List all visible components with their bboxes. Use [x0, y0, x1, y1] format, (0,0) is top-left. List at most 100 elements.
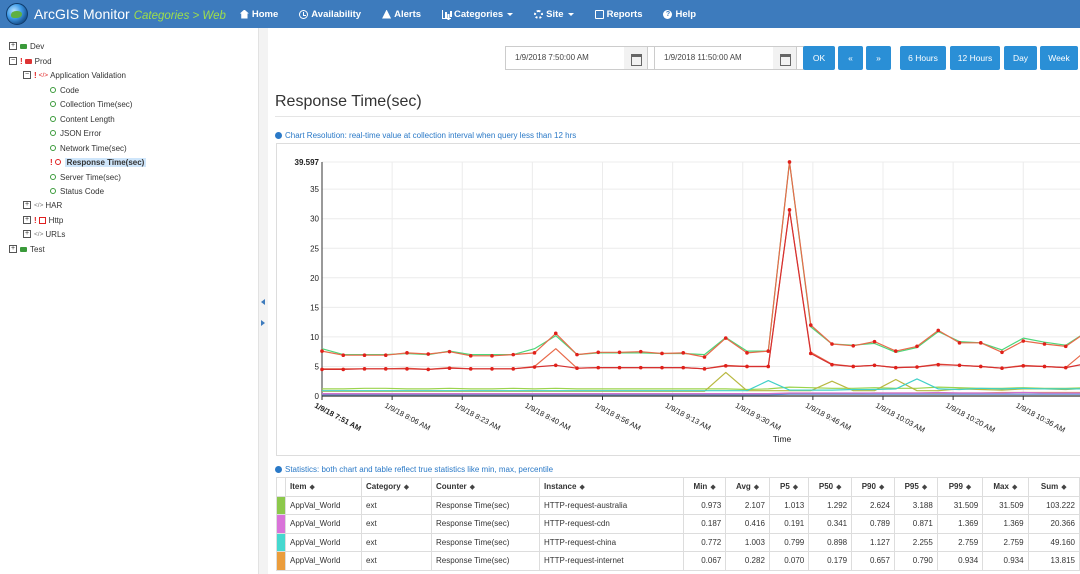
panel-splitter[interactable] — [258, 28, 268, 574]
table-cell-p50: 0.341 — [808, 514, 853, 534]
table-cell-instance: HTTP-request-australia — [539, 495, 684, 515]
col-p95[interactable]: P95 ◆ — [893, 477, 938, 497]
sort-icon[interactable]: ◆ — [579, 484, 585, 492]
expand-icon[interactable]: + — [9, 42, 17, 50]
calendar-icon[interactable] — [773, 46, 797, 70]
col-max[interactable]: Max ◆ — [982, 477, 1029, 497]
tree-leaf-code[interactable]: Code — [50, 84, 79, 96]
series-color-swatch — [276, 495, 286, 515]
sort-icon[interactable]: ◆ — [836, 484, 842, 492]
tree-node-http[interactable]: +! Http — [23, 215, 64, 225]
table-cell-p95: 0.871 — [893, 514, 938, 534]
status-ok-icon — [50, 145, 56, 151]
tree-node-urls[interactable]: + </> URLs — [23, 229, 66, 239]
table-row[interactable]: AppVal_World ext Response Time(sec) HTTP-re… — [276, 514, 1080, 534]
nav-home[interactable]: Home — [239, 9, 278, 20]
nav-reports[interactable]: Reports — [594, 9, 642, 20]
col-p90[interactable]: P90 ◆ — [851, 477, 895, 497]
table-row[interactable]: AppVal_World ext Response Time(sec) HTTP-re… — [276, 551, 1080, 571]
nav-availability[interactable]: Availability — [299, 9, 361, 20]
nav-help[interactable]: ? Help — [663, 9, 696, 20]
data-point — [341, 367, 346, 372]
nav-categories[interactable]: Categories — [442, 9, 514, 20]
step-back-button[interactable]: « — [838, 46, 863, 70]
col-category[interactable]: Category ◆ — [361, 477, 432, 497]
data-point — [1063, 365, 1068, 370]
app-name[interactable]: ArcGIS Monitor — [34, 6, 130, 22]
chart-resolution-note: Chart Resolution: real-time value at col… — [275, 131, 576, 140]
table-cell-p95: 0.790 — [893, 551, 938, 571]
tree-leaf-response-time[interactable]: ! Response Time(sec) — [50, 156, 147, 168]
col-avg[interactable]: Avg ◆ — [725, 477, 770, 497]
app-title[interactable]: ArcGIS Monitor Categories > Web — [34, 6, 226, 22]
col-counter[interactable]: Counter ◆ — [431, 477, 540, 497]
data-point — [936, 362, 941, 367]
table-cell-category: ext — [361, 532, 432, 552]
expand-icon[interactable]: + — [23, 230, 31, 238]
status-ok-icon — [50, 87, 56, 93]
tree-node-test[interactable]: + Test — [9, 244, 45, 254]
chart-canvas: 0 5 10 15 20 25 30 35 39.597 1/9/18 7:51 AM 1/9/18… — [295, 158, 1080, 444]
range-week-button[interactable]: Week — [1040, 46, 1078, 70]
tree-leaf-network-time[interactable]: Network Time(sec) — [50, 142, 127, 154]
sort-icon[interactable]: ◆ — [792, 484, 799, 492]
collapse-icon[interactable]: − — [9, 57, 17, 65]
help-icon: ? — [663, 9, 673, 19]
data-point — [872, 339, 877, 344]
sort-icon[interactable]: ◆ — [309, 484, 315, 492]
data-point — [745, 351, 749, 355]
sort-icon[interactable]: ◆ — [921, 484, 928, 492]
y-tick-label: 25 — [310, 244, 319, 253]
col-p50[interactable]: P50 ◆ — [808, 477, 853, 497]
collapse-icon[interactable]: − — [23, 71, 31, 79]
collapse-left-icon[interactable] — [261, 299, 265, 305]
table-cell-p90: 0.789 — [851, 514, 895, 534]
sort-icon[interactable]: ◆ — [878, 484, 885, 492]
tree-leaf-content-length[interactable]: Content Length — [50, 113, 115, 125]
data-point — [872, 363, 877, 368]
sort-icon[interactable]: ◆ — [469, 484, 476, 492]
sort-icon[interactable]: ◆ — [1011, 484, 1018, 492]
range-12-hours-button[interactable]: 12 Hours — [950, 46, 1000, 70]
col-sum[interactable]: Sum ◆ — [1027, 477, 1080, 497]
sort-icon[interactable]: ◆ — [753, 484, 760, 492]
tree-leaf-status-code[interactable]: Status Code — [50, 185, 104, 197]
expand-right-icon[interactable] — [261, 320, 265, 326]
data-point — [1000, 366, 1004, 371]
sort-icon[interactable]: ◆ — [965, 484, 972, 492]
expand-icon[interactable]: + — [9, 245, 17, 253]
col-item[interactable]: Item ◆ — [285, 477, 362, 497]
table-header-row: Item ◆ Category ◆ Counter ◆ Instance ◆ Min ◆ … — [276, 477, 1080, 497]
col-min[interactable]: Min ◆ — [682, 477, 727, 497]
col-instance[interactable]: Instance ◆ — [539, 477, 684, 497]
data-point — [787, 160, 792, 164]
tree-node-prod[interactable]: −! Prod — [9, 56, 52, 66]
nav-site[interactable]: Site — [534, 9, 574, 20]
col-p99[interactable]: P99 ◆ — [936, 477, 984, 497]
table-row[interactable]: AppVal_World ext Response Time(sec) HTTP-re… — [276, 495, 1080, 515]
tree-node-har[interactable]: + </> HAR — [23, 200, 63, 210]
calendar-icon[interactable] — [624, 46, 648, 70]
col-p5[interactable]: P5 ◆ — [768, 477, 810, 497]
range-6-hours-button[interactable]: 6 Hours — [900, 46, 946, 70]
tree-node-dev[interactable]: + Dev — [9, 41, 45, 51]
tree-leaf-collection-time[interactable]: Collection Time(sec) — [50, 98, 132, 110]
table-row[interactable]: AppVal_World ext Response Time(sec) HTTP-re… — [276, 532, 1080, 552]
tree-node-app-validation[interactable]: −! </> Application Validation — [23, 70, 126, 80]
tree-leaf-json-error[interactable]: JSON Error — [50, 127, 101, 139]
sort-icon[interactable]: ◆ — [710, 484, 716, 492]
data-point — [617, 350, 622, 355]
ok-button[interactable]: OK — [803, 46, 835, 70]
sort-icon[interactable]: ◆ — [403, 484, 410, 492]
arcgis-globe-icon — [6, 3, 28, 25]
expand-icon[interactable]: + — [23, 216, 31, 224]
data-point — [787, 208, 792, 212]
range-day-button[interactable]: Day — [1004, 46, 1037, 70]
step-forward-button[interactable]: » — [866, 46, 891, 70]
nav-alerts[interactable]: Alerts — [382, 9, 421, 20]
data-point — [553, 363, 558, 368]
sort-icon[interactable]: ◆ — [1061, 484, 1067, 492]
data-point — [702, 367, 707, 371]
expand-icon[interactable]: + — [23, 201, 31, 209]
tree-leaf-server-time[interactable]: Server Time(sec) — [50, 171, 121, 183]
